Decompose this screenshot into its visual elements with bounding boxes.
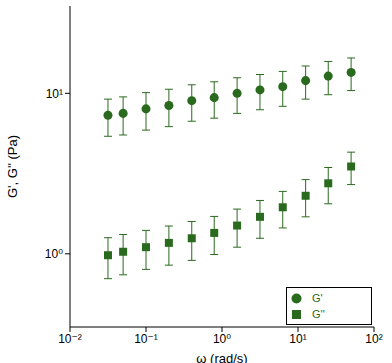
svg-text:G', G'' (Pa): G', G'' (Pa) [8,135,20,198]
svg-text:10¹: 10¹ [46,87,63,101]
html-text:G': G' [312,292,323,304]
svg-text:10⁻²: 10⁻² [58,332,82,346]
html-text:G'': G'' [312,308,325,320]
svg-text:10²: 10² [365,332,382,346]
svg-text:10⁰: 10⁰ [45,247,63,261]
svg-text:10⁰: 10⁰ [213,332,231,346]
svg-text:ω (rad/s): ω (rad/s) [196,351,247,363]
svg-text:10¹: 10¹ [289,332,306,346]
svg-text:10⁻¹: 10⁻¹ [134,332,158,346]
